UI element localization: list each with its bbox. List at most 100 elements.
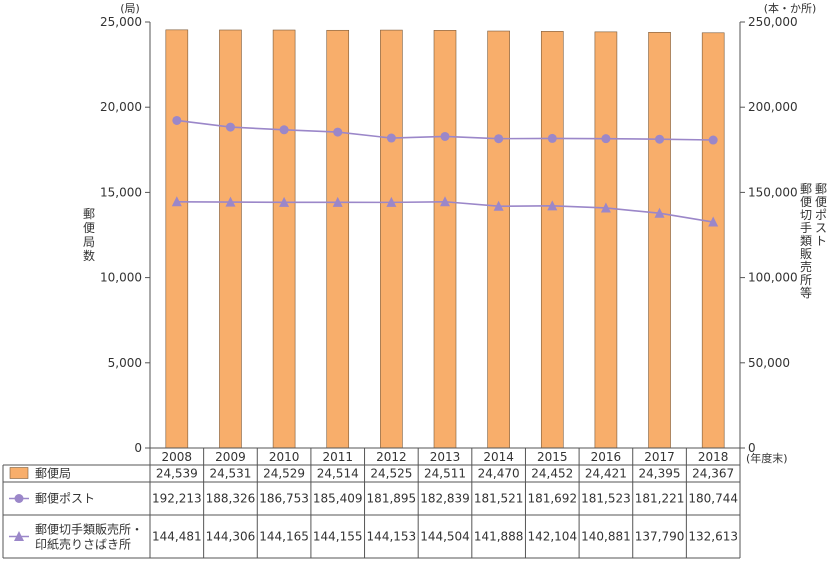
table-cell-1-2013: 182,839	[420, 492, 470, 506]
series-1-point-2018	[708, 135, 718, 145]
right-axis-label-char: ト	[815, 234, 827, 248]
table-cell-1-2012: 181,895	[367, 492, 417, 506]
right-axis-label-char: 手	[800, 221, 812, 235]
right-tick-label: 50,000	[748, 356, 790, 370]
table-cell-2-2014: 141,888	[474, 530, 524, 544]
bar-2009	[219, 29, 242, 449]
series-1-point-2009	[225, 122, 235, 132]
right-tick-label: 150,000	[748, 185, 798, 199]
table-cell-2-2015: 142,104	[527, 530, 577, 544]
table-cell-1-2016: 181,523	[581, 492, 631, 506]
right-axis-label-char: ス	[815, 221, 827, 235]
bar-2011	[326, 29, 350, 449]
category-label: 2013	[430, 450, 461, 464]
bar-2012	[380, 29, 403, 449]
series-1-point-2012	[386, 133, 396, 143]
right-axis-label-char: 便	[800, 195, 812, 209]
table-cell-1-2008: 192,213	[152, 492, 202, 506]
series-2-point-2011	[332, 196, 343, 207]
series-1-point-2015	[547, 133, 557, 143]
series-2-point-2014	[493, 200, 504, 211]
table-cell-2-2011: 144,155	[313, 530, 363, 544]
right-tick-label: 0	[748, 441, 756, 455]
right-axis-label-char: 便	[815, 195, 827, 209]
series-2-point-2012	[386, 196, 397, 207]
right-axis-label-char: 等	[800, 286, 812, 300]
legend-swatch-bar	[9, 467, 29, 479]
series-1-point-2016	[601, 134, 611, 144]
left-tick-label: 20,000	[100, 100, 142, 114]
table-cell-2-2010: 144,165	[259, 530, 309, 544]
series-1-point-2011	[333, 127, 343, 137]
series-2-point-2010	[279, 196, 290, 207]
category-label: 2012	[376, 450, 407, 464]
left-tick-label: 25,000	[100, 15, 142, 29]
series-2-point-2017	[654, 207, 665, 218]
right-axis-unit: (本・か所)	[764, 1, 817, 15]
table-cell-0-2011: 24,514	[317, 467, 359, 481]
category-label: 2009	[215, 450, 246, 464]
bar-2013	[433, 30, 457, 449]
legend-marker-circle	[14, 494, 24, 503]
left-tick-label: 10,000	[100, 271, 142, 285]
left-tick-label: 5,000	[108, 356, 142, 370]
bar-2014	[487, 30, 510, 449]
table-cell-0-2009: 24,531	[209, 467, 251, 481]
table-cell-0-2008: 24,539	[156, 467, 198, 481]
right-axis: 0 50,000 100,000 150,000 200,000 250,000(本・か所…	[740, 1, 827, 455]
table-cell-2-2008: 144,481	[152, 530, 202, 544]
category-label: 2015	[537, 450, 568, 464]
data-table: (年度末) 2008 2009 2010 2011 2012 2013 2014 2015 201…	[2, 447, 788, 559]
right-axis-label-char: 類	[800, 234, 812, 248]
table-cell-2-2018: 132,613	[688, 530, 738, 544]
table-cell-1-2018: 180,744	[688, 492, 738, 506]
category-label: 2011	[322, 450, 353, 464]
left-tick-label: 0	[134, 441, 142, 455]
bar-2018	[701, 32, 725, 449]
series-2-point-2008	[171, 196, 182, 207]
table-cell-0-2012: 24,525	[370, 467, 412, 481]
table-cell-1-2010: 186,753	[259, 492, 309, 506]
series-1-point-2010	[279, 125, 289, 135]
plot-frame	[149, 22, 741, 448]
table-cell-1-2011: 185,409	[313, 492, 363, 506]
table-cell-2-2013: 144,504	[420, 530, 470, 544]
right-axis-label-char: 販	[800, 247, 812, 261]
series-1-point-2014	[494, 134, 504, 144]
table-cell-2-2017: 137,790	[635, 530, 685, 544]
series-2-point-2016	[600, 202, 611, 213]
table-cell-0-2010: 24,529	[263, 467, 305, 481]
category-label: 2016	[591, 450, 622, 464]
right-axis-label-char: 郵	[815, 182, 827, 196]
bar-series	[165, 29, 725, 449]
legend-label-0: 郵便局	[35, 467, 71, 481]
legend-label-1: 郵便ポスト	[35, 492, 95, 506]
category-label: 2008	[162, 450, 193, 464]
series-2-point-2018	[708, 216, 719, 227]
category-label: 2018	[698, 450, 729, 464]
table-cell-2-2016: 140,881	[581, 530, 631, 544]
left-axis-unit: (局)	[120, 2, 140, 15]
right-axis-label-char: 切	[800, 208, 812, 222]
table-cell-0-2015: 24,452	[531, 467, 573, 481]
bar-2016	[594, 31, 618, 449]
series-1-point-2008	[172, 115, 182, 125]
legend-label-2: 印紙売りさばき所	[35, 537, 131, 552]
legend-label-2: 郵便切手類販売所・	[35, 522, 143, 537]
right-tick-label: 200,000	[748, 100, 798, 114]
left-axis-label-char: 郵	[83, 207, 95, 221]
category-label: 2014	[483, 450, 514, 464]
table-cell-0-2017: 24,395	[639, 467, 681, 481]
category-label: 2017	[644, 450, 675, 464]
series-1-point-2017	[655, 134, 665, 144]
right-axis-label-char: ポ	[815, 208, 827, 222]
table-cell-1-2017: 181,221	[635, 492, 685, 506]
right-tick-label: 100,000	[748, 271, 798, 285]
series-2-point-2015	[547, 200, 558, 211]
line-series	[171, 115, 719, 227]
table-cell-1-2009: 188,326	[206, 492, 256, 506]
right-axis-label-char: 所	[800, 273, 812, 287]
right-axis-label-char: 郵	[800, 182, 812, 196]
left-axis-label-char: 便	[83, 221, 95, 235]
